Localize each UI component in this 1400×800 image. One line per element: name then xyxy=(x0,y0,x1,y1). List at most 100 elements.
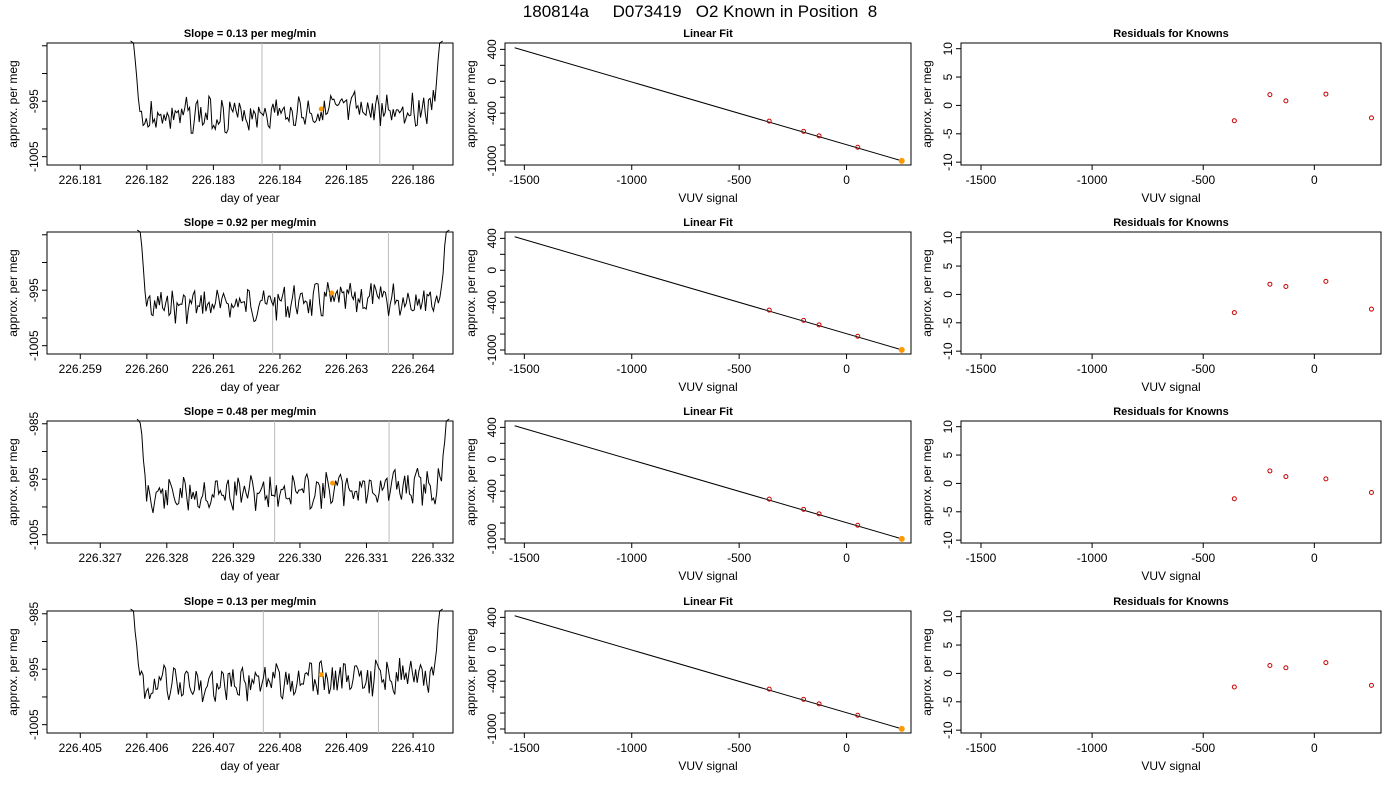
panel-title: Linear Fit xyxy=(683,28,733,40)
data-point xyxy=(1368,489,1374,495)
plot-frame xyxy=(46,420,454,544)
x-tick-label: -500 xyxy=(727,741,751,755)
x-tick-label: 226.329 xyxy=(212,551,256,565)
y-tick-label: -1000 xyxy=(485,334,499,365)
data-point xyxy=(1267,662,1273,668)
x-tick-label: -500 xyxy=(727,362,751,376)
y-tick-label: -1000 xyxy=(485,523,499,554)
y-axis-label: approx. per meg xyxy=(464,628,478,715)
panel-title: Residuals for Knowns xyxy=(1113,217,1229,229)
panel-title: Residuals for Knowns xyxy=(1113,596,1229,608)
trace-line xyxy=(136,229,450,324)
x-tick-label: -500 xyxy=(1191,362,1215,376)
y-tick-label: -10 xyxy=(941,342,955,360)
panel-2-2: Linear Fit -1500 -1000 -500 0 400 0 -400 -1000 VU… xyxy=(464,217,912,394)
y-tick-label: -1005 xyxy=(27,141,41,172)
data-point xyxy=(1283,283,1289,289)
fit-line xyxy=(514,47,903,162)
x-tick-label: 0 xyxy=(1311,362,1318,376)
x-tick-label: 226.328 xyxy=(145,551,189,565)
x-tick-label: 0 xyxy=(843,551,850,565)
panel-2-3: Residuals for Knowns -1500 -1000 -500 0 10 5 0 -… xyxy=(920,217,1382,394)
x-tick-label: -500 xyxy=(1191,551,1215,565)
x-tick-label: 226.262 xyxy=(258,362,302,376)
y-axis-label: approx. per meg xyxy=(920,249,934,336)
y-tick-label: 10 xyxy=(941,420,955,434)
x-tick-label: 226.405 xyxy=(59,741,103,755)
y-tick-label: 0 xyxy=(485,646,499,653)
x-tick-label: 226.264 xyxy=(391,362,435,376)
y-tick-label: 5 xyxy=(941,262,955,269)
data-point xyxy=(766,686,772,692)
data-point xyxy=(766,307,772,313)
x-tick-label: -1500 xyxy=(509,173,540,187)
y-tick-label: 5 xyxy=(941,73,955,80)
x-tick-label: -1500 xyxy=(966,741,997,755)
highlight-point xyxy=(898,535,905,542)
x-tick-label: 226.332 xyxy=(411,551,455,565)
x-tick-label: 226.182 xyxy=(125,173,169,187)
y-tick-label: -1005 xyxy=(27,519,41,550)
x-tick-label: -1000 xyxy=(616,362,647,376)
panel-title: Residuals for Knowns xyxy=(1113,406,1229,418)
x-axis-label: day of year xyxy=(220,380,279,394)
x-tick-label: 226.406 xyxy=(125,741,169,755)
y-tick-label: 0 xyxy=(485,78,499,85)
y-axis-label: approx. per meg xyxy=(920,628,934,715)
x-tick-label: -1000 xyxy=(1077,551,1108,565)
data-point xyxy=(1368,115,1374,121)
plot-frame xyxy=(504,610,912,734)
x-tick-label: 226.261 xyxy=(192,362,236,376)
x-axis-label: VUV signal xyxy=(1141,759,1200,773)
data-point xyxy=(766,496,772,502)
y-tick-label: 400 xyxy=(485,417,499,437)
y-tick-label: -5 xyxy=(941,696,955,707)
panel-title: Slope = 0.92 per meg/min xyxy=(184,217,317,229)
figure-title: 180814a D073419 O2 Known in Position 8 xyxy=(522,2,878,21)
x-tick-label: 226.260 xyxy=(125,362,169,376)
panel-title: Linear Fit xyxy=(683,406,733,418)
x-axis-label: VUV signal xyxy=(1141,569,1200,583)
data-point xyxy=(801,696,807,702)
x-tick-label: -500 xyxy=(1191,741,1215,755)
y-axis-label: approx. per meg xyxy=(464,60,478,147)
highlight-point xyxy=(898,157,905,164)
plot-frame xyxy=(960,231,1382,355)
y-tick-label: 5 xyxy=(941,451,955,458)
data-point xyxy=(1283,474,1289,480)
data-point xyxy=(1231,684,1237,690)
x-tick-label: 0 xyxy=(843,173,850,187)
data-point xyxy=(855,144,861,150)
fit-line xyxy=(514,236,903,351)
fit-line xyxy=(514,425,903,540)
data-point xyxy=(1231,496,1237,502)
y-tick-label: 10 xyxy=(941,231,955,245)
y-tick-label: 10 xyxy=(941,42,955,56)
x-tick-label: 0 xyxy=(1311,741,1318,755)
fit-line xyxy=(514,615,903,730)
y-axis-label: approx. per meg xyxy=(920,60,934,147)
data-point xyxy=(855,333,861,339)
panel-1-1: Slope = 0.13 per meg/min 226.181 226.182 22… xyxy=(6,28,454,205)
x-axis-label: VUV signal xyxy=(1141,191,1200,205)
x-tick-label: -1000 xyxy=(1077,173,1108,187)
x-tick-label: 226.330 xyxy=(278,551,322,565)
x-axis-label: VUV signal xyxy=(1141,380,1200,394)
x-tick-label: -1500 xyxy=(509,741,540,755)
panel-title: Slope = 0.48 per meg/min xyxy=(184,406,317,418)
y-tick-label: -400 xyxy=(485,290,499,314)
plot-frame xyxy=(46,231,454,355)
plot-frame xyxy=(504,420,912,544)
x-tick-label: 0 xyxy=(843,741,850,755)
x-axis-label: VUV signal xyxy=(678,191,737,205)
highlight-point xyxy=(898,346,905,353)
y-axis-label: approx. per meg xyxy=(6,60,20,147)
x-tick-label: -1000 xyxy=(616,551,647,565)
y-tick-label: -995 xyxy=(27,657,41,681)
highlight-point xyxy=(898,725,905,732)
x-tick-label: 226.259 xyxy=(59,362,103,376)
y-axis-label: approx. per meg xyxy=(6,249,20,336)
y-tick-label: -5 xyxy=(941,506,955,517)
panel-3-2: Linear Fit -1500 -1000 -500 0 400 0 -400 -1000 VU… xyxy=(464,406,912,583)
